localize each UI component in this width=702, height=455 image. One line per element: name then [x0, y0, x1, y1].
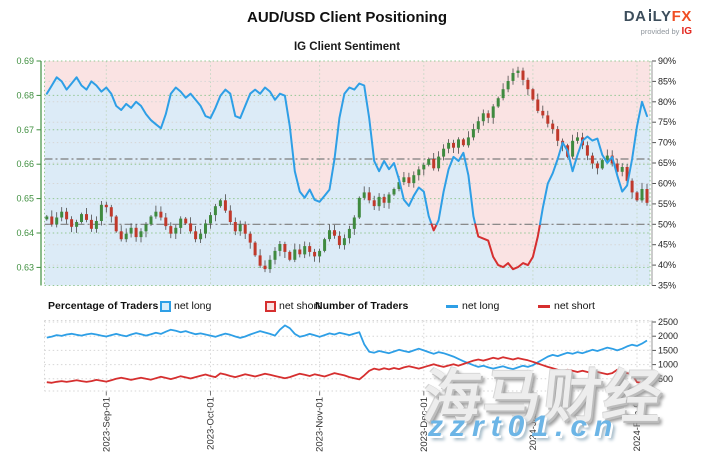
logo-i-glyph: [648, 9, 652, 21]
legend-net-long-pct-label: net long: [174, 300, 212, 312]
svg-text:75%: 75%: [658, 117, 676, 127]
svg-text:0.64: 0.64: [16, 228, 34, 238]
net-short-count-swatch-icon: [538, 305, 550, 308]
net-long-count-line: [46, 324, 648, 371]
svg-text:2023-Dec-01: 2023-Dec-01: [419, 397, 430, 452]
page-subtitle: IG Client Sentiment: [293, 41, 401, 53]
logo-ly: LY: [652, 8, 672, 25]
svg-text:85%: 85%: [658, 76, 676, 86]
bottom-plot-border: [44, 320, 651, 392]
svg-text:45%: 45%: [658, 240, 676, 250]
legend-percentage-title: Percentage of Traders: [48, 300, 159, 312]
svg-text:70%: 70%: [658, 138, 676, 148]
svg-text:0.69: 0.69: [16, 56, 34, 66]
svg-text:0.65: 0.65: [16, 194, 34, 204]
svg-text:2000: 2000: [658, 331, 678, 341]
sentiment-net-long-line: [45, 76, 648, 271]
net-short-pct-swatch-icon: [265, 301, 276, 312]
net-long-pct-swatch-icon: [160, 301, 171, 312]
svg-text:2023-Sep-01: 2023-Sep-01: [101, 397, 112, 452]
legend-net-short-pct-label: net short: [279, 300, 320, 312]
logo-da: DA: [623, 8, 647, 25]
svg-text:60%: 60%: [658, 179, 676, 189]
provided-by-line: provided by IG: [624, 26, 692, 37]
ig-logo: IG: [681, 26, 692, 37]
svg-text:1500: 1500: [658, 345, 678, 355]
legend-net-short-count-label: net short: [554, 300, 595, 312]
net-long-count-swatch-icon: [446, 305, 458, 308]
svg-text:2024-Feb-01: 2024-Feb-01: [632, 397, 643, 451]
dailyfx-wordmark: DA LYFX: [623, 8, 692, 25]
svg-text:35%: 35%: [658, 281, 676, 291]
svg-text:0.63: 0.63: [16, 262, 34, 272]
svg-text:500: 500: [658, 374, 673, 384]
net-short-share-area: [44, 61, 650, 270]
svg-text:50%: 50%: [658, 219, 676, 229]
watermark-url: zzrt01.cn: [428, 410, 620, 443]
svg-text:0.66: 0.66: [16, 159, 34, 169]
main-plot-border: [44, 60, 651, 286]
svg-text:2023-Nov-01: 2023-Nov-01: [315, 397, 326, 452]
net-short-count-line: [46, 356, 648, 384]
svg-text:65%: 65%: [658, 158, 676, 168]
legend-net-long-count-label: net long: [462, 300, 500, 312]
dailyfx-logo: DA LYFX provided by IG: [623, 8, 692, 37]
svg-text:2024-Jan-01: 2024-Jan-01: [528, 397, 539, 450]
svg-text:2500: 2500: [658, 317, 678, 327]
legend-number-title: Number of Traders: [315, 300, 409, 312]
page-title: AUD/USD Client Positioning: [247, 9, 447, 26]
svg-text:40%: 40%: [658, 260, 676, 270]
svg-text:2023-Oct-01: 2023-Oct-01: [206, 397, 217, 450]
price-candles: [45, 66, 649, 273]
svg-text:0.67: 0.67: [16, 125, 34, 135]
svg-text:80%: 80%: [658, 97, 676, 107]
logo-fx: FX: [671, 8, 692, 25]
svg-text:0.68: 0.68: [16, 90, 34, 100]
svg-text:55%: 55%: [658, 199, 676, 209]
legend: Percentage of Traders net long net short…: [0, 300, 702, 316]
svg-text:1000: 1000: [658, 360, 678, 370]
provided-by-label: provided by: [640, 27, 680, 36]
svg-text:90%: 90%: [658, 56, 676, 66]
